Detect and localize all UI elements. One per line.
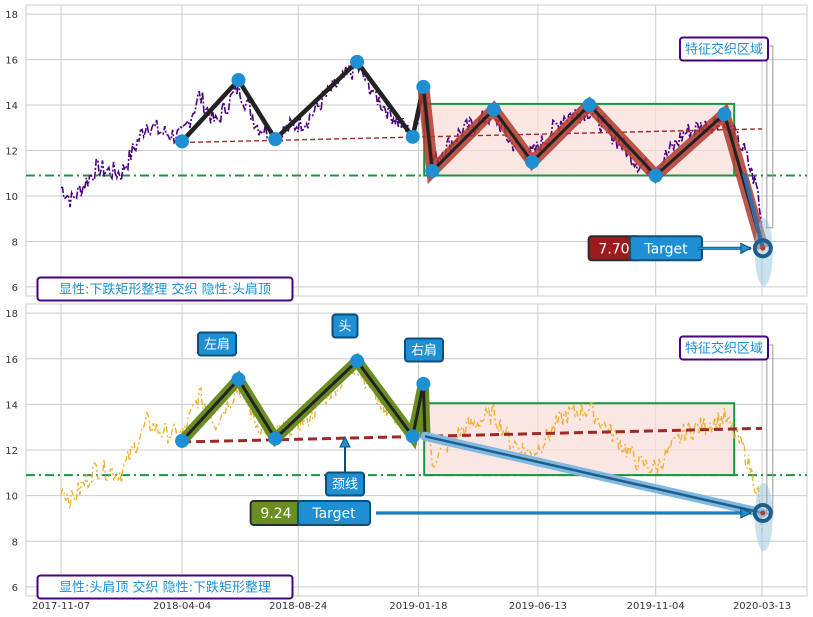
- x-tick-label: 2020-03-13: [733, 601, 791, 612]
- neckline-label-text: 颈线: [332, 478, 358, 493]
- target-label-badge: Target: [628, 235, 704, 262]
- left-shoulder-label-text: 左肩: [204, 337, 230, 353]
- neckline-label-box: [325, 471, 365, 497]
- target-label-badge-text: Target: [643, 241, 688, 257]
- right-shoulder-label-text: 右肩: [411, 343, 437, 359]
- info-label-text: 显性:下跌矩形整理 交织 隐性:头肩顶: [59, 282, 271, 298]
- feature-label-text: 特征交织区域: [685, 341, 763, 357]
- target-label-badge-text: Target: [311, 506, 356, 522]
- y-tick-label: 18: [5, 10, 18, 21]
- pivot-marker: [268, 431, 283, 446]
- y-tick-label: 6: [12, 283, 18, 294]
- pivot-marker: [175, 134, 190, 149]
- info-label-box: [36, 276, 294, 302]
- pivot-marker: [175, 433, 190, 448]
- pivot-marker: [268, 132, 283, 147]
- target-label-badge: Target: [296, 499, 372, 526]
- y-tick-label: 18: [5, 309, 18, 320]
- y-tick-label: 10: [5, 192, 18, 203]
- neckline-arrow-head: [339, 435, 351, 448]
- target-range-bar: [766, 45, 774, 229]
- final-drop-line: [742, 172, 765, 249]
- neckline: [182, 426, 763, 444]
- y-tick-label: 8: [12, 537, 18, 548]
- pivot-marker: [231, 73, 246, 88]
- left-shoulder-label-box: [197, 331, 237, 357]
- head-label: 头: [331, 313, 359, 339]
- price-line: [60, 366, 763, 533]
- pivot-marker: [350, 354, 365, 369]
- pivot-marker: [416, 79, 431, 94]
- x-tick-label: 2018-04-04: [153, 601, 211, 612]
- target-line: [424, 435, 764, 515]
- right-shoulder-label-box: [404, 337, 444, 363]
- x-tick-label: 2018-08-24: [269, 601, 327, 612]
- head-label-box: [331, 313, 359, 339]
- feature-label-text: 特征交织区域: [685, 42, 763, 58]
- x-tick-label: 2019-01-18: [389, 601, 447, 612]
- info-label: 显性:头肩顶 交织 隐性:下跌矩形整理: [36, 574, 294, 600]
- head-label-text: 头: [338, 320, 351, 335]
- y-tick-label: 16: [5, 355, 18, 366]
- rectangle-pattern: [423, 402, 736, 477]
- pivot-marker: [405, 129, 420, 144]
- y-tick-label: 12: [5, 446, 18, 457]
- target-ring: [752, 238, 773, 259]
- info-label-text: 显性:头肩顶 交织 隐性:下跌矩形整理: [59, 580, 271, 596]
- y-tick-label: 14: [5, 400, 18, 411]
- neckline-label: 颈线: [325, 471, 365, 497]
- target-ring: [752, 502, 773, 523]
- pivot-marker: [486, 102, 501, 117]
- feature-label: 特征交织区域: [679, 335, 769, 361]
- x-tick-label: 2019-06-13: [509, 601, 567, 612]
- target-glow: [754, 482, 773, 551]
- target-dot: [760, 510, 766, 516]
- feature-label: 特征交织区域: [679, 36, 769, 62]
- pivot-marker: [416, 376, 431, 391]
- pivot-marker: [648, 168, 663, 183]
- left-shoulder-label: 左肩: [197, 331, 237, 357]
- target-dot: [760, 245, 766, 251]
- pivot-marker: [405, 429, 420, 444]
- pivot-marker: [231, 372, 246, 387]
- y-tick-label: 12: [5, 147, 18, 158]
- pivot-marker: [582, 98, 597, 113]
- feature-label-box: [679, 36, 769, 62]
- info-label-box: [36, 574, 294, 600]
- x-tick-label: 2019-11-04: [627, 601, 685, 612]
- zigzag-rect: [421, 86, 765, 249]
- target-arrow-head: [740, 242, 752, 255]
- y-tick-label: 10: [5, 492, 18, 503]
- y-tick-label: 8: [12, 237, 18, 248]
- target-value-badge-text: 9.24: [260, 506, 291, 522]
- y-tick-label: 14: [5, 101, 18, 112]
- target-value-badge-text: 7.70: [598, 241, 629, 257]
- target-label-badge-box: [296, 499, 372, 526]
- y-tick-label: 6: [12, 583, 18, 594]
- x-tick-label: 2017-11-07: [32, 601, 90, 612]
- pivot-marker: [350, 54, 365, 69]
- y-tick-label: 16: [5, 56, 18, 67]
- price-line: [60, 59, 763, 233]
- pivot-marker: [717, 107, 732, 122]
- info-label: 显性:下跌矩形整理 交织 隐性:头肩顶: [36, 276, 294, 302]
- target-arrow-head: [740, 507, 752, 519]
- right-shoulder-label: 右肩: [404, 337, 444, 363]
- feature-label-box: [679, 335, 769, 361]
- pivot-marker: [525, 154, 540, 169]
- x-axis: 2017-11-07 2018-04-04 2018-08-24 2019-01-18…: [32, 601, 791, 612]
- pivot-marker: [425, 163, 440, 178]
- target-value-badge: 9.24: [249, 499, 303, 526]
